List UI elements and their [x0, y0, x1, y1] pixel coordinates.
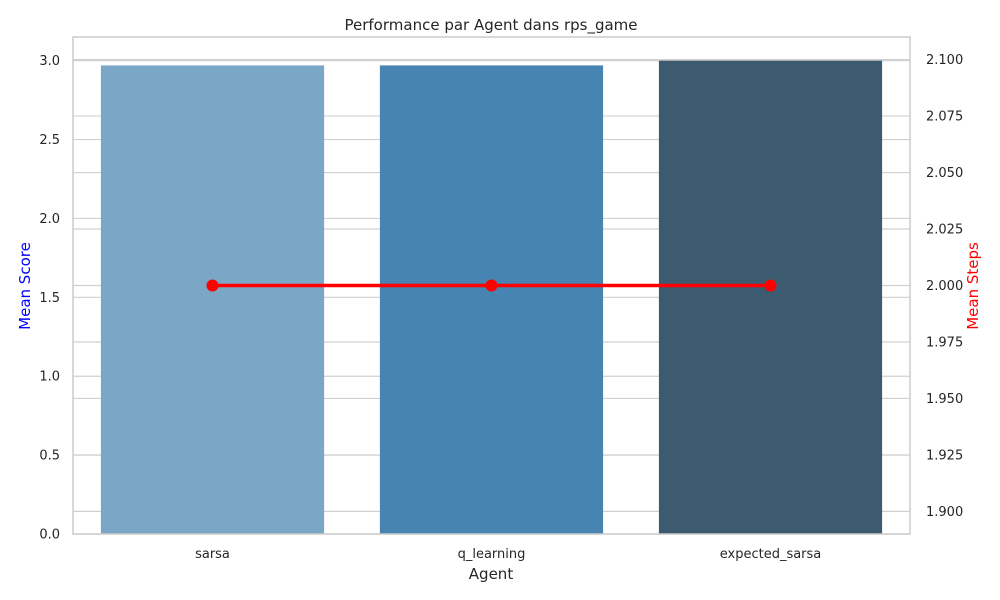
x-tick-label: expected_sarsa — [720, 547, 822, 562]
left-tick-label: 0.5 — [39, 449, 60, 464]
right-tick-label: 2.100 — [926, 53, 963, 68]
steps-line — [206, 279, 777, 292]
right-tick-label: 1.975 — [926, 335, 963, 350]
bar-expected_sarsa — [658, 60, 883, 535]
right-tick-label: 1.900 — [926, 505, 963, 520]
steps-point-expected_sarsa — [764, 279, 777, 292]
right-tick-label: 2.075 — [926, 110, 963, 125]
left-tick-label: 1.0 — [39, 370, 60, 385]
left-tick-label: 1.5 — [39, 291, 60, 306]
bar-q_learning — [379, 65, 604, 535]
left-tick-label: 2.0 — [39, 212, 60, 227]
x-axis: sarsa q_learning expected_sarsa — [195, 547, 821, 562]
right-axis-label: Mean Steps — [964, 242, 982, 330]
steps-point-sarsa — [206, 279, 219, 292]
x-tick-label: sarsa — [195, 547, 230, 562]
left-axis: 0.0 0.5 1.0 1.5 2.0 2.5 3.0 — [39, 54, 60, 542]
steps-point-q_learning — [485, 279, 498, 292]
plot-frame — [72, 36, 911, 535]
left-tick-label: 0.0 — [39, 528, 60, 543]
right-tick-label: 2.000 — [926, 279, 963, 294]
x-axis-label: Agent — [469, 565, 514, 583]
left-tick-label: 2.5 — [39, 133, 60, 148]
right-tick-label: 2.050 — [926, 166, 963, 181]
right-tick-label: 1.925 — [926, 448, 963, 463]
left-axis-label: Mean Score — [16, 242, 34, 330]
bars — [100, 60, 883, 535]
right-tick-label: 1.950 — [926, 392, 963, 407]
right-axis: 1.900 1.925 1.950 1.975 2.000 2.025 2.050 2.075… — [926, 53, 963, 520]
right-tick-label: 2.025 — [926, 223, 963, 238]
left-tick-label: 3.0 — [39, 54, 60, 69]
bar-sarsa — [100, 65, 325, 535]
x-tick-label: q_learning — [458, 547, 526, 562]
chart-title: Performance par Agent dans rps_game — [345, 16, 638, 35]
